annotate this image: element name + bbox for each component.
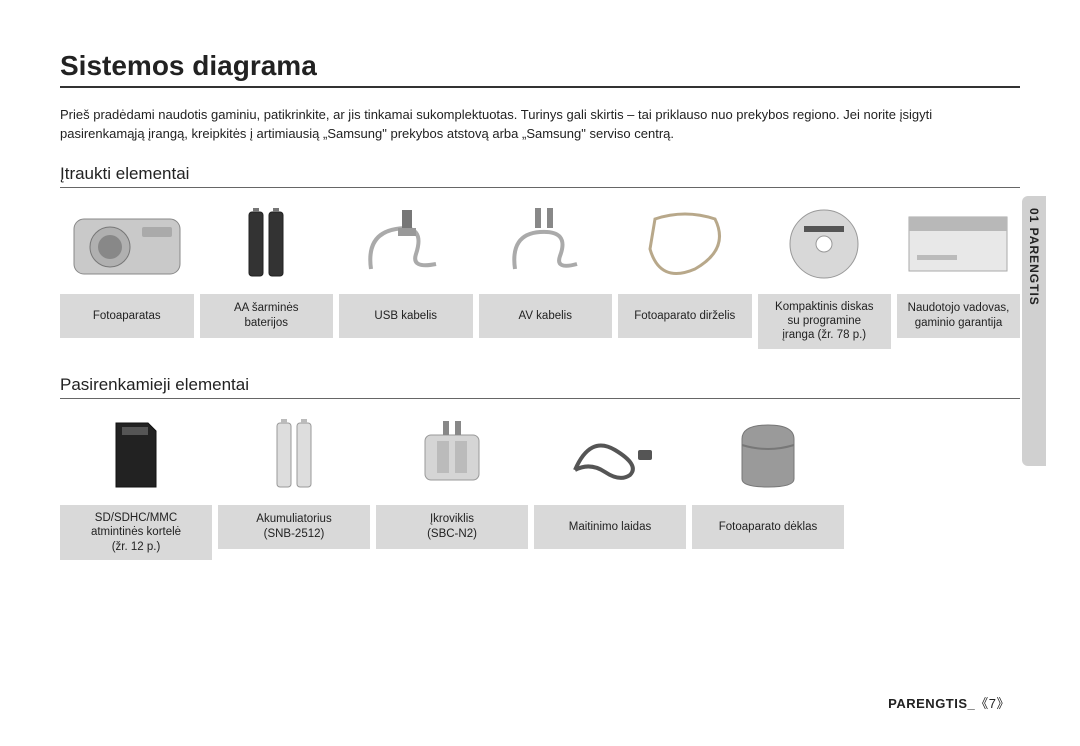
item-case: Fotoaparato dėklas [692, 409, 844, 560]
item-label: SD/SDHC/MMC atmintinės kortelė (žr. 12 p… [60, 505, 212, 560]
batteries-icon [200, 198, 334, 290]
item-camera: Fotoaparatas [60, 198, 194, 349]
case-icon [692, 409, 844, 501]
optional-heading: Pasirenkamieji elementai [60, 375, 1020, 399]
item-strap: Fotoaparato dirželis [618, 198, 752, 349]
usb-cable-icon [339, 198, 473, 290]
av-cable-icon [479, 198, 613, 290]
camera-icon [60, 198, 194, 290]
footer-label: PARENGTIS_ [888, 696, 975, 711]
rechargeable-icon [218, 409, 370, 501]
manual-icon [897, 198, 1020, 290]
footer-page: 《7》 [975, 696, 1010, 711]
item-label: AV kabelis [479, 294, 613, 338]
sd-card-icon [60, 409, 212, 501]
power-cord-icon [534, 409, 686, 501]
item-label: Įkroviklis (SBC-N2) [376, 505, 528, 549]
item-rechargeable: Akumuliatorius (SNB-2512) [218, 409, 370, 560]
item-usb-cable: USB kabelis [339, 198, 473, 349]
item-sd-card: SD/SDHC/MMC atmintinės kortelė (žr. 12 p… [60, 409, 212, 560]
intro-text: Prieš pradėdami naudotis gaminiu, patikr… [60, 106, 1020, 144]
item-cdrom: Kompaktinis diskas su programine įranga … [758, 198, 892, 349]
item-label: Fotoaparatas [60, 294, 194, 338]
page-footer: PARENGTIS_《7》 [888, 693, 1010, 712]
strap-icon [618, 198, 752, 290]
item-label: Maitinimo laidas [534, 505, 686, 549]
item-av-cable: AV kabelis [479, 198, 613, 349]
item-label: USB kabelis [339, 294, 473, 338]
cd-icon [758, 198, 892, 290]
item-label: Akumuliatorius (SNB-2512) [218, 505, 370, 549]
item-label: AA šarminės baterijos [200, 294, 334, 338]
page-title: Sistemos diagrama [60, 50, 1020, 88]
included-heading: Įtraukti elementai [60, 164, 1020, 188]
item-label: Fotoaparato dirželis [618, 294, 752, 338]
item-power-cord: Maitinimo laidas [534, 409, 686, 560]
item-manual: Naudotojo vadovas, gaminio garantija [897, 198, 1020, 349]
item-label: Fotoaparato dėklas [692, 505, 844, 549]
side-tab-label: 01 PARENGTIS [1027, 196, 1041, 306]
included-row: Fotoaparatas AA šarminės baterijos USB k… [60, 198, 1020, 349]
side-tab: 01 PARENGTIS [1022, 196, 1046, 466]
optional-row: SD/SDHC/MMC atmintinės kortelė (žr. 12 p… [60, 409, 1020, 560]
item-charger: Įkroviklis (SBC-N2) [376, 409, 528, 560]
item-batteries: AA šarminės baterijos [200, 198, 334, 349]
item-label: Naudotojo vadovas, gaminio garantija [897, 294, 1020, 338]
charger-icon [376, 409, 528, 501]
item-label: Kompaktinis diskas su programine įranga … [758, 294, 892, 349]
